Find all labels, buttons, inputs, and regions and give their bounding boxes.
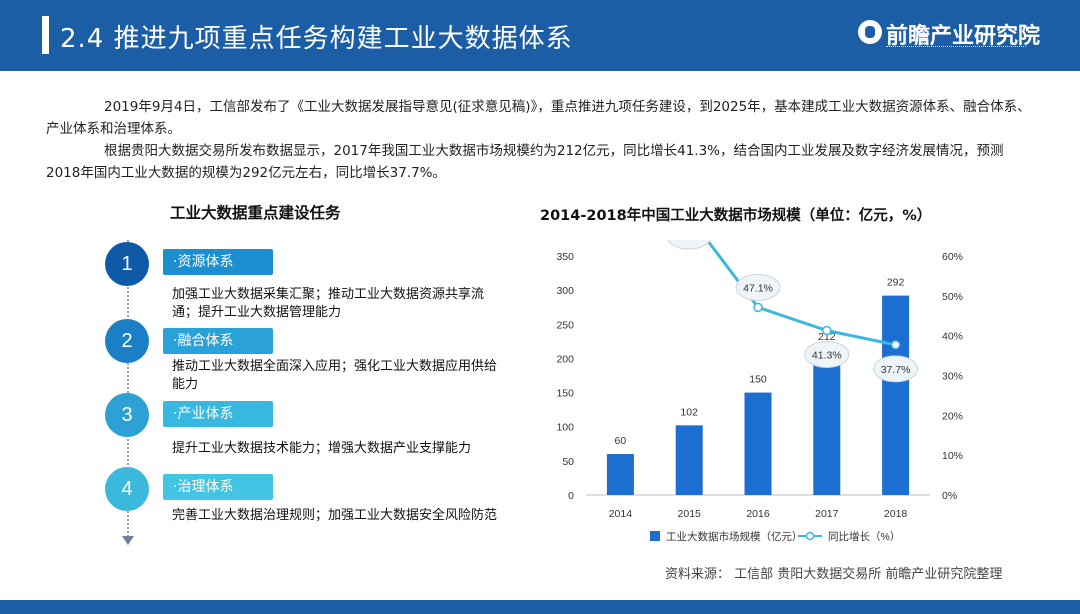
- y-left-tick-label: 50: [562, 456, 574, 468]
- step-number-circle: 4: [105, 467, 149, 511]
- bar-value-label: 102: [680, 406, 698, 418]
- legend-bar-label: 工业大数据市场规模（亿元）: [666, 530, 803, 543]
- logo-name: 前瞻产业研究院: [886, 24, 1041, 49]
- y-right-tick-label: 10%: [942, 450, 963, 462]
- timeline-line: [127, 240, 129, 540]
- step-number-circle: 3: [105, 393, 149, 437]
- legend-bar-swatch: [650, 531, 660, 541]
- y-right-tick-label: 0%: [942, 490, 957, 502]
- y-left-tick-label: 0: [568, 490, 574, 502]
- bar: [675, 425, 703, 495]
- growth-point: [822, 325, 832, 336]
- chart-title: 2014-2018年中国工业大数据市场规模（单位：亿元，%）: [540, 208, 932, 224]
- bar-value-label: 60: [615, 435, 627, 447]
- bar-value-label: 292: [887, 277, 905, 289]
- y-right-tick-label: 50%: [942, 291, 963, 303]
- step-label: ·产业体系: [163, 401, 273, 427]
- step-description: 提升工业大数据技术能力；增强大数据产业支撑能力: [172, 441, 472, 456]
- y-right-tick-label: 40%: [942, 331, 963, 343]
- x-tick-label: 2018: [884, 508, 908, 520]
- x-tick-label: 2014: [609, 508, 633, 520]
- tasks-title: 工业大数据重点建设任务: [170, 204, 341, 222]
- legend-line-marker: [805, 531, 815, 541]
- bar: [882, 295, 910, 495]
- logo: 前瞻产业研究院: [858, 18, 1040, 58]
- growth-value-label: 70.0%: [674, 240, 704, 243]
- legend-line-label: 同比增长（%）: [828, 530, 900, 543]
- y-right-tick-label: 20%: [942, 410, 963, 422]
- source-note: 资料来源： 工信部 贵阳大数据交易所 前瞻产业研究院整理: [665, 567, 1003, 582]
- y-left-tick-label: 200: [556, 353, 574, 365]
- growth-line: [705, 240, 896, 347]
- page-title: 2.4 推进九项重点任务构建工业大数据体系: [60, 24, 573, 54]
- y-left-tick-label: 100: [556, 422, 574, 434]
- y-right-tick-label: 60%: [942, 251, 963, 263]
- y-left-tick-label: 150: [556, 388, 574, 400]
- growth-value-label: 41.3%: [812, 349, 842, 361]
- growth-label-bubble: [873, 355, 919, 383]
- bar-value-label: 150: [749, 374, 767, 386]
- intro-paragraph: 2019年9月4日，工信部发布了《工业大数据发展指导意见(征求意见稿)》，重点推…: [46, 99, 1031, 137]
- footer-strip: [0, 600, 1080, 614]
- timeline-arrow-icon: [122, 536, 134, 545]
- logo-mark-icon: [858, 20, 882, 44]
- step-number-circle: 2: [105, 319, 149, 363]
- market-size-chart: 0 50 100 150 200 250 300 350 0% 10% 20% 30% 40% 50% 60…: [556, 240, 963, 543]
- market-paragraph: 根据贵阳大数据交易所发布数据显示，2017年我国工业大数据市场规模约为212亿元…: [46, 143, 1004, 181]
- y-left-tick-label: 250: [556, 319, 574, 331]
- x-tick-label: 2017: [815, 508, 839, 520]
- header-accent: [42, 16, 49, 54]
- growth-label-bubble: [735, 273, 781, 301]
- x-tick-label: 2016: [746, 508, 770, 520]
- step-description: 推动工业大数据全面深入应用；强化工业大数据应用供给能力: [172, 359, 498, 392]
- bar-value-label: 212: [818, 331, 836, 343]
- bar: [813, 350, 841, 495]
- step-label: ·治理体系: [163, 474, 273, 500]
- step-description: 完善工业大数据治理规则；加强工业大数据安全风险防范: [172, 508, 498, 523]
- growth-value-label: 37.7%: [881, 364, 911, 376]
- bar: [606, 454, 634, 495]
- growth-label-bubble: [804, 340, 850, 368]
- growth-point: [890, 340, 901, 350]
- growth-label-bubble: [667, 240, 711, 250]
- step-number-circle: 1: [105, 242, 149, 286]
- x-tick-label: 2015: [678, 508, 702, 520]
- step-label: ·融合体系: [163, 328, 273, 354]
- step-description: 加强工业大数据采集汇聚；推动工业大数据资源共享流通；提升工业大数据管理能力: [172, 287, 485, 320]
- growth-value-label: 47.1%: [743, 282, 773, 294]
- y-left-tick-label: 300: [556, 285, 574, 297]
- step-label: ·资源体系: [163, 249, 273, 275]
- y-left-tick-label: 350: [556, 251, 574, 263]
- bar: [744, 392, 772, 495]
- logo-subline: [886, 46, 1026, 50]
- header-bar: 2.4 推进九项重点任务构建工业大数据体系 前瞻产业研究院: [0, 0, 1080, 71]
- y-right-tick-label: 30%: [942, 371, 963, 383]
- growth-point: [753, 302, 763, 313]
